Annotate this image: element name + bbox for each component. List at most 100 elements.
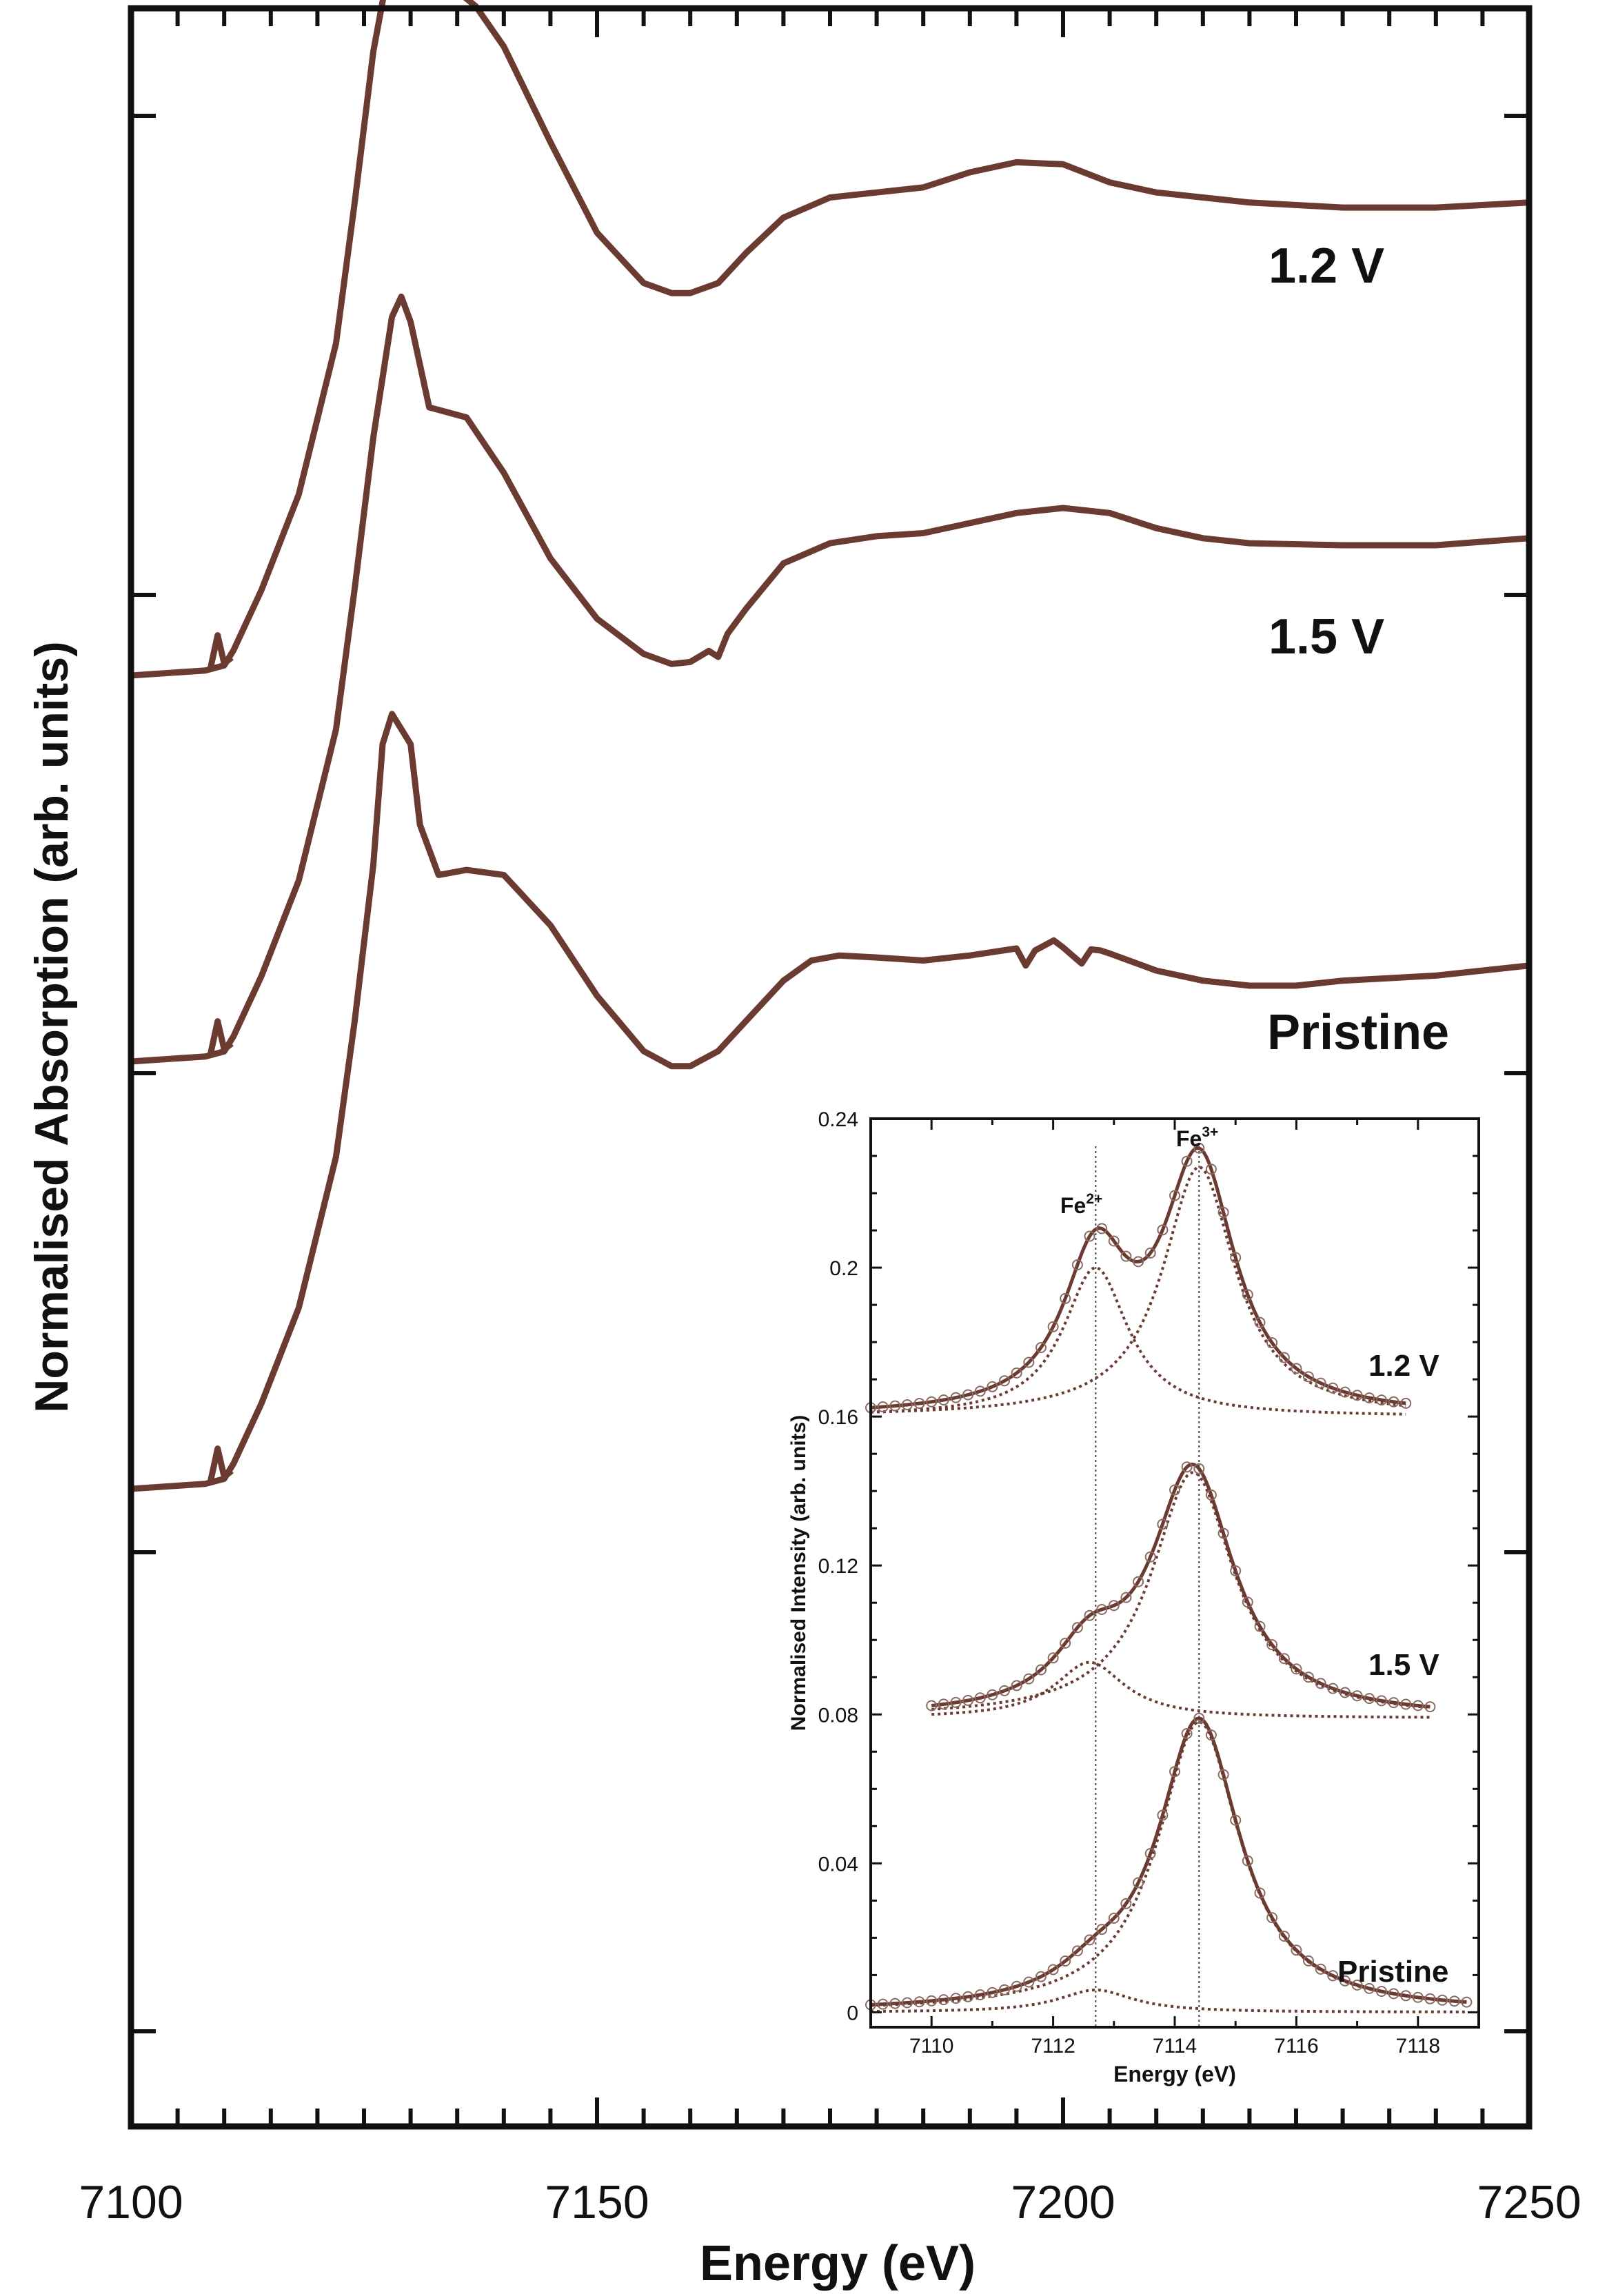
inset-pristine-data-point [1169, 1766, 1180, 1778]
inset-1-5v-data-point [1266, 1639, 1278, 1651]
inset-y-tick-label: 0.24 [818, 1108, 858, 1131]
inset-pristine-data-point [1120, 1898, 1132, 1909]
inset-pristine-data-point [1205, 1729, 1217, 1741]
inset-1-2v-data-point [1108, 1235, 1120, 1247]
inset-1-5v-data-point [1303, 1672, 1314, 1683]
inset-1-5v-data-point [1388, 1697, 1399, 1709]
inset-x-axis-label: Energy (eV) [1113, 2062, 1236, 2086]
inset-1-2v-data-point [1327, 1382, 1339, 1394]
inset-1-2v-data-point [1096, 1223, 1108, 1235]
inset-1-5v-data-point [1133, 1576, 1144, 1587]
inset-1-2v-data-point [901, 1399, 913, 1410]
inset-1-2v-data-point [1254, 1317, 1266, 1328]
inset-1-2v-data-point [1181, 1155, 1193, 1167]
inset-1-2v-data-point [1351, 1390, 1363, 1401]
inset-1-2v-data-point [1242, 1289, 1253, 1301]
inset-1-5v-data-point [1108, 1600, 1120, 1612]
inset-pristine-data-point [1327, 1970, 1339, 1982]
inset-1-5v-data-point [938, 1698, 949, 1710]
inset-pristine-data-point [1424, 1993, 1436, 2004]
inset-1-5v-data-point [1169, 1484, 1180, 1496]
inset-pristine-data-point [1060, 1955, 1071, 1967]
inset-x-tick-label: 7112 [1031, 2035, 1075, 2058]
inset-pristine-data-point [1084, 1934, 1095, 1946]
inset-pristine-data-point [1254, 1887, 1266, 1899]
inset-pristine-data-point [1388, 1988, 1399, 2000]
inset-1-5v-fit [931, 1462, 1431, 1709]
inset-x-tick-label: 7110 [909, 2035, 954, 2058]
inset-1-2v-data-point [1375, 1394, 1387, 1406]
inset-1-5v-data-point [1157, 1518, 1169, 1530]
inset-pristine-data-point [962, 1991, 974, 2002]
inset-pristine-data-point [1133, 1877, 1144, 1889]
inset-1-2v-data-point [926, 1396, 938, 1408]
inset-1-2v-data-point [1400, 1397, 1412, 1409]
inset-1-5v-data-point [987, 1689, 998, 1700]
inset-pristine-data-point [1278, 1931, 1290, 1942]
inset-1-2v-data-point [1071, 1259, 1083, 1270]
inset-1-2v-data-point [938, 1394, 949, 1405]
inset-1-5v-data-point [1424, 1701, 1436, 1713]
inset-1-2v-data-point [1230, 1252, 1242, 1263]
series-1-5v-preedge [207, 1018, 234, 1057]
inset-1-2v-data-point [1217, 1206, 1229, 1218]
inset-1-5v-data-point [1291, 1663, 1302, 1675]
inset-1-5v-data-point [926, 1700, 938, 1711]
inset-y-tick-label: 0.08 [818, 1704, 858, 1727]
inset-tick-labels: 7110 7112 7114 7116 7118 0 0.04 0.08 0.12 0.16 0.2… [818, 1108, 1440, 2058]
inset-y-tick-label: 0.12 [818, 1555, 858, 1578]
inset-pristine-data-point [1071, 1945, 1083, 1957]
inset-1-2v-data-point [1144, 1247, 1156, 1259]
inset-pristine-data-point [1193, 1712, 1205, 1724]
inset-y-tick-label: 0.2 [829, 1257, 858, 1280]
inset-1-5v-data-point [1193, 1463, 1205, 1474]
inset-1-5v-data-point [1120, 1592, 1132, 1603]
inset-1-2v-data-point [1193, 1142, 1205, 1154]
inset-1-5v-data-point [1230, 1565, 1242, 1576]
series-label-pristine: Pristine [1267, 1005, 1449, 1060]
inset-pristine-data-point [889, 1998, 901, 2009]
inset-1-2v-data-point [999, 1375, 1010, 1387]
main-x-axis-label: Energy (eV) [700, 2236, 976, 2291]
inset-1-2v-data-point [1157, 1224, 1169, 1236]
inset-y-axis-label: Normalised Intensity (arb. units) [787, 1415, 810, 1731]
inset-pristine-fe2-component [871, 1989, 1467, 2013]
inset-pristine-data-point [1266, 1912, 1278, 1924]
inset-1-2v-data-point [889, 1400, 901, 1412]
inset-1-5v-data-point [1047, 1652, 1059, 1664]
inset-pristine-data-point [901, 1997, 913, 2009]
inset-1-5v-data-point [1181, 1461, 1193, 1473]
series-label-1-2v: 1.2 V [1269, 238, 1384, 294]
inset-pristine-data-point [1400, 1990, 1412, 2002]
inset-y-tick-label: 0.16 [818, 1406, 858, 1429]
inset-1-2v-data-point [1035, 1342, 1047, 1353]
inset-pristine-data-point [1011, 1980, 1022, 1992]
inset-pristine-data-point [1375, 1986, 1387, 1997]
inset-1-5v-data-point [1084, 1609, 1095, 1621]
inset-x-tick-label: 7118 [1396, 2035, 1441, 2058]
inset-pristine-data-point [1315, 1963, 1326, 1975]
series-label-1-5v: 1.5 V [1269, 609, 1384, 664]
inset-1-5v-data-point [1278, 1653, 1290, 1665]
inset-pristine-data-point [1035, 1971, 1047, 1982]
inset-pristine-data-point [1448, 1995, 1460, 2007]
inset-1-2v-data-point [1133, 1256, 1144, 1268]
inset-pristine-data-point [913, 1996, 925, 2008]
inset-1-5v-data-point [1375, 1695, 1387, 1707]
inset-1-2v-data-point [1060, 1292, 1071, 1304]
inset-1-2v-data-point [1011, 1367, 1022, 1379]
inset-y-tick-label: 0.04 [818, 1853, 858, 1876]
inset-1-5v-data-point [1011, 1680, 1022, 1691]
inset-1-2v-data-point [1205, 1164, 1217, 1175]
inset-pristine-data-point [1108, 1912, 1120, 1924]
inset-pristine-data-point [1096, 1924, 1108, 1936]
inset-chart: 7110 7112 7114 7116 7118 0 0.04 0.08 0.12 0.16 0.2… [787, 1108, 1480, 2086]
inset-1-5v-data-point [1412, 1700, 1424, 1711]
inset-pristine-data-point [1181, 1728, 1193, 1739]
inset-pristine-data-point [1242, 1855, 1253, 1867]
x-tick-label: 7150 [545, 2176, 649, 2228]
inset-1-5v-data-point [999, 1685, 1010, 1696]
inset-1-2v-data-point [877, 1401, 889, 1412]
main-plot-frame [128, 5, 1533, 2130]
